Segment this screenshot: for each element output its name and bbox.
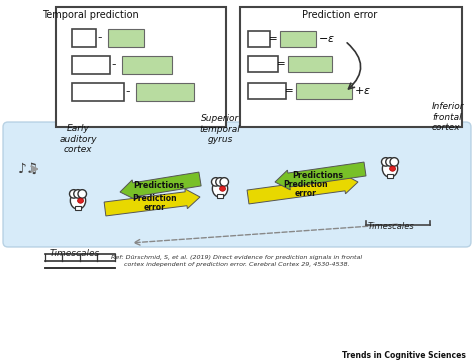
- Bar: [248, 83, 286, 99]
- FancyArrow shape: [104, 189, 200, 216]
- Ellipse shape: [78, 190, 86, 198]
- Ellipse shape: [390, 166, 395, 171]
- Bar: [72, 29, 96, 47]
- Text: -: -: [98, 31, 102, 45]
- Bar: [240, 7, 462, 127]
- Text: Timescales: Timescales: [368, 222, 415, 231]
- Bar: [248, 31, 270, 47]
- Bar: [56, 7, 226, 127]
- Ellipse shape: [78, 198, 83, 203]
- Ellipse shape: [70, 192, 86, 209]
- Text: $- \varepsilon$: $- \varepsilon$: [318, 34, 335, 44]
- Bar: [288, 56, 332, 72]
- Text: Prediction
error: Prediction error: [283, 180, 328, 198]
- Text: Ref: Dürschmid, S, et al. (2019) Direct evidence for prediction signals in front: Ref: Dürschmid, S, et al. (2019) Direct …: [111, 255, 363, 266]
- Text: =: =: [277, 59, 285, 69]
- FancyArrow shape: [275, 162, 366, 190]
- Ellipse shape: [382, 157, 390, 166]
- Text: ♪♫: ♪♫: [18, 162, 39, 176]
- Bar: [296, 83, 352, 99]
- FancyArrow shape: [247, 174, 358, 204]
- Text: Timescales: Timescales: [50, 249, 100, 258]
- Bar: [387, 174, 392, 178]
- Text: Inferior
frontal
cortex: Inferior frontal cortex: [432, 102, 465, 132]
- Text: -: -: [112, 59, 116, 72]
- Ellipse shape: [74, 190, 82, 198]
- Ellipse shape: [219, 186, 226, 191]
- Text: Prediction
error: Prediction error: [132, 194, 177, 211]
- Ellipse shape: [390, 157, 399, 166]
- Ellipse shape: [212, 180, 228, 197]
- Bar: [72, 83, 124, 101]
- Text: Prediction error: Prediction error: [302, 10, 378, 20]
- Ellipse shape: [220, 178, 228, 186]
- Ellipse shape: [211, 178, 220, 186]
- Text: Predictions: Predictions: [292, 171, 344, 180]
- Text: -: -: [126, 85, 130, 98]
- Bar: [248, 56, 278, 72]
- Text: Early
auditory
cortex: Early auditory cortex: [59, 124, 97, 154]
- Ellipse shape: [383, 160, 398, 177]
- Text: Superior
temporal
gyrus: Superior temporal gyrus: [200, 114, 240, 144]
- Text: Trends in Cognitive Sciences: Trends in Cognitive Sciences: [342, 351, 466, 360]
- Ellipse shape: [386, 157, 394, 166]
- Bar: [136, 83, 194, 101]
- Bar: [75, 206, 81, 210]
- FancyBboxPatch shape: [3, 122, 471, 247]
- Text: =: =: [269, 34, 277, 44]
- Bar: [72, 56, 110, 74]
- Bar: [108, 29, 144, 47]
- Bar: [280, 31, 316, 47]
- Text: Temporal prediction: Temporal prediction: [42, 10, 138, 20]
- Bar: [218, 194, 223, 198]
- Ellipse shape: [70, 190, 78, 198]
- Bar: [122, 56, 172, 74]
- Ellipse shape: [216, 178, 224, 186]
- Text: $+ \varepsilon$: $+ \varepsilon$: [354, 85, 371, 97]
- Text: =: =: [284, 86, 293, 96]
- FancyArrow shape: [120, 172, 201, 199]
- Text: Predictions: Predictions: [133, 181, 184, 190]
